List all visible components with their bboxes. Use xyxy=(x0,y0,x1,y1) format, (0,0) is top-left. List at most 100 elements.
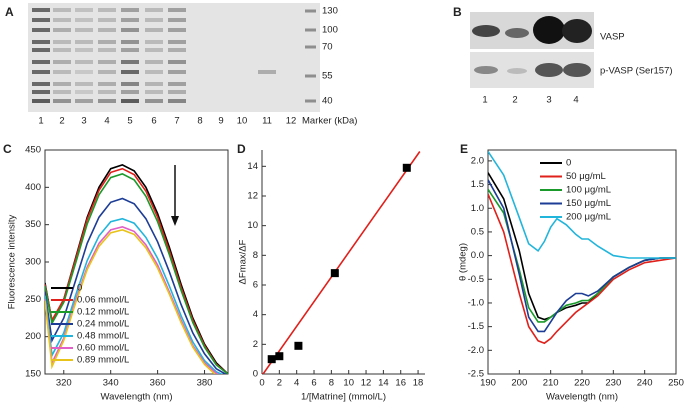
gel-band xyxy=(75,18,93,22)
lane-label: 5 xyxy=(127,116,132,127)
gel-band xyxy=(53,90,71,94)
gel-band xyxy=(32,48,50,52)
point xyxy=(267,355,276,364)
gel-band xyxy=(145,70,163,74)
gel-band xyxy=(32,99,50,103)
gel-band xyxy=(75,99,93,103)
gel-band xyxy=(53,8,71,12)
blot-bands xyxy=(472,16,592,77)
series-line xyxy=(45,197,227,374)
y-tick-label: 150 xyxy=(25,369,41,380)
y-tick-label: 2 xyxy=(253,339,258,350)
y-tick-label: 4 xyxy=(253,309,258,320)
gel-band xyxy=(32,8,50,12)
gel-band xyxy=(168,28,186,32)
gel-band xyxy=(53,60,71,64)
gel-band xyxy=(53,82,71,86)
y-tick-label: -1.5 xyxy=(468,321,484,332)
marker-band xyxy=(305,28,316,32)
y-tick-label: 400 xyxy=(25,182,41,193)
x-tick-label: 8 xyxy=(329,378,334,389)
y-tick-label: -1.0 xyxy=(468,297,484,308)
gel-band xyxy=(145,60,163,64)
gel-band xyxy=(145,28,163,32)
gel-band xyxy=(98,48,116,52)
series-line xyxy=(45,173,228,374)
point xyxy=(402,163,411,172)
legend-label: 0.06 mmol/L xyxy=(77,295,129,306)
series-line xyxy=(488,193,676,345)
y-tick-label: 1.0 xyxy=(471,203,484,214)
y-axis-label: θ (mdeg) xyxy=(458,243,469,281)
gel-band xyxy=(98,82,116,86)
y-axis-label: ΔFmax/ΔF xyxy=(238,239,249,284)
lane-label: 1 xyxy=(482,95,487,106)
y-axis-label: Fluorescence intensity xyxy=(7,214,18,309)
gel-band xyxy=(53,28,71,32)
gel-band xyxy=(32,60,50,64)
gel-band xyxy=(53,18,71,22)
lane-label: 9 xyxy=(218,116,223,127)
gel-band xyxy=(75,8,93,12)
y-tick-label: 0.5 xyxy=(471,226,484,237)
gel-band xyxy=(75,60,93,64)
lane-label: 3 xyxy=(81,116,86,127)
lane-label: 4 xyxy=(573,95,578,106)
gel-band xyxy=(145,82,163,86)
fit-line xyxy=(262,151,421,374)
legend-label: 0.24 mmol/L xyxy=(77,319,129,330)
lane-label: 2 xyxy=(512,95,517,106)
marker-band xyxy=(305,45,316,49)
gel-band xyxy=(168,40,186,44)
x-tick-label: 210 xyxy=(543,378,559,389)
series-line xyxy=(45,229,216,374)
gel-band xyxy=(168,60,186,64)
x-tick-label: 4 xyxy=(294,378,299,389)
y-tick-label: 8 xyxy=(253,250,258,261)
panel-label: C xyxy=(3,142,12,156)
x-tick-label: 250 xyxy=(668,378,684,389)
gel-band xyxy=(258,70,276,74)
x-tick-label: 12 xyxy=(361,378,372,389)
gel-band xyxy=(98,18,116,22)
y-tick-label: 2.0 xyxy=(471,155,484,166)
gel-band xyxy=(75,28,93,32)
y-tick-label: -0.5 xyxy=(468,274,484,285)
arrow xyxy=(171,165,179,226)
gel-bands xyxy=(32,8,316,103)
gel-band xyxy=(145,90,163,94)
gel-band xyxy=(98,28,116,32)
x-tick-label: 14 xyxy=(378,378,389,389)
x-tick-label: 6 xyxy=(311,378,316,389)
gel xyxy=(28,3,320,112)
lane-label: 10 xyxy=(237,116,248,127)
series-line xyxy=(45,217,224,374)
y-tick-label: 12 xyxy=(247,191,258,202)
x-tick-label: 230 xyxy=(605,378,621,389)
marker-band xyxy=(305,99,316,103)
gel-band xyxy=(53,99,71,103)
y-tick-label: 1.5 xyxy=(471,179,484,190)
y-tick-label: 10 xyxy=(247,220,258,231)
gel-band xyxy=(75,90,93,94)
gel-band xyxy=(98,90,116,94)
y-tick-label: 14 xyxy=(247,161,258,172)
legend-label: 100 μg/mL xyxy=(566,185,611,196)
y-tick-label: -2.5 xyxy=(468,369,484,380)
gel-band xyxy=(32,18,50,22)
marker-label: 40 xyxy=(322,96,333,107)
series-line xyxy=(488,150,676,259)
gel-band xyxy=(145,8,163,12)
y-tick-label: 0 xyxy=(253,369,258,380)
plot-area xyxy=(45,164,228,374)
marker-label: 70 xyxy=(322,42,333,53)
lane-label: 2 xyxy=(59,116,64,127)
lane-label: 12 xyxy=(286,116,297,127)
gel-band xyxy=(168,48,186,52)
point xyxy=(294,341,303,350)
panel-label: B xyxy=(453,5,462,19)
legend-label: 150 μg/mL xyxy=(566,198,611,209)
gel-band xyxy=(98,40,116,44)
blot-row-label: p-VASP (Ser157) xyxy=(600,66,673,77)
gel-band xyxy=(75,48,93,52)
